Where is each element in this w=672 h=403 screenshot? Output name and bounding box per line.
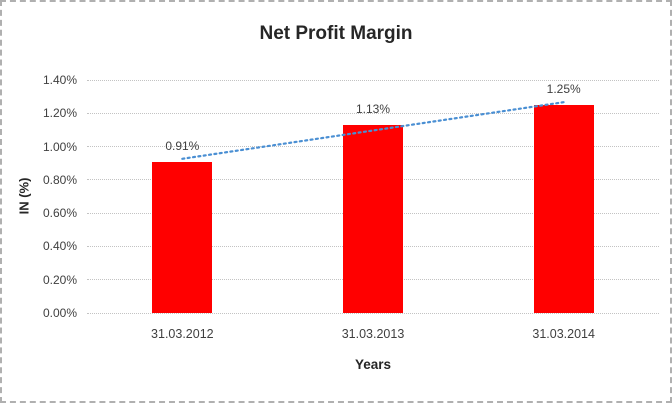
data-label: 1.25% bbox=[546, 81, 581, 96]
chart-title: Net Profit Margin bbox=[259, 23, 413, 44]
gridline bbox=[87, 312, 659, 314]
y-tick-label: 0.60% bbox=[42, 206, 77, 221]
x-axis-title: Years bbox=[354, 357, 392, 372]
x-tick-label: 31.03.2013 bbox=[341, 327, 405, 341]
y-tick-label: 1.20% bbox=[42, 106, 77, 121]
y-tick-label: 0.20% bbox=[42, 272, 77, 287]
y-tick-label: 1.40% bbox=[42, 73, 77, 87]
x-tick-label: 31.03.2012 bbox=[151, 327, 214, 341]
bar-31.03.2012 bbox=[152, 161, 213, 313]
y-tick-label: 0.00% bbox=[42, 306, 77, 320]
gridline bbox=[87, 79, 659, 81]
x-tick-label: 31.03.2014 bbox=[532, 327, 595, 341]
bar-31.03.2014 bbox=[533, 104, 594, 313]
bar-31.03.2013 bbox=[343, 124, 403, 313]
data-label: 1.13% bbox=[355, 101, 391, 116]
y-tick-label: 0.40% bbox=[42, 239, 77, 254]
y-tick-label: 0.80% bbox=[42, 172, 77, 187]
y-tick-label: 1.00% bbox=[42, 139, 77, 154]
y-axis-title: IN (%) bbox=[16, 177, 32, 215]
data-label: 0.91% bbox=[165, 138, 200, 153]
